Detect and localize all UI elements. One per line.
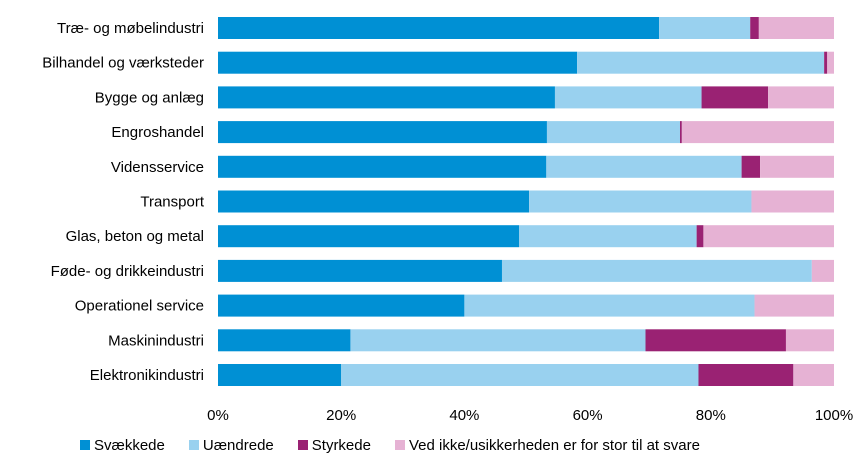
bar-segment-3-series-4 [768,86,834,109]
category-label: Engroshandel [111,124,204,141]
bar-segment-4-series-2 [546,121,680,144]
bar-segment-8-series-2 [501,259,812,282]
bar-segment-11-series-2 [341,364,699,386]
bar-segment-9-series-2 [464,294,755,317]
bar-segment-9-series-1 [218,294,465,317]
x-tick-label: 100% [815,407,853,424]
category-label: Bilhandel og værksteder [42,55,204,72]
bar-segment-7-series-1 [218,225,520,248]
bar-segment-3-series-2 [554,86,702,109]
category-label: Træ- og møbelindustri [57,20,204,37]
bar-segment-4-series-4 [681,121,834,144]
legend-swatch [394,440,405,450]
x-tick-label: 60% [573,407,603,424]
bar-segment-3-series-1 [218,86,555,109]
legend-swatch [188,440,199,450]
x-tick-label: 40% [449,407,479,424]
bar-segment-8-series-4 [811,259,834,282]
x-axis: 0% 20% 40% 60% 80% 100% [207,407,853,424]
bar-segment-5-series-2 [546,155,742,178]
legend-label: Svækkede [94,436,165,454]
x-tick-label: 20% [326,407,356,424]
legend-label: Uændrede [202,436,274,454]
bar-segment-2-series-4 [827,51,834,74]
legend-item: Svækkede [80,437,165,454]
bar-segment-4-series-1 [218,121,547,144]
bar-segment-2-series-1 [218,51,578,74]
category-label: Transport [140,194,204,211]
category-label: Føde- og drikkeindustri [51,263,204,280]
bar-segment-10-series-1 [218,329,351,352]
stacked-bar-chart: Træ- og møbelindustri Bilhandel og værkst… [42,17,853,424]
bar-segment-7-series-4 [703,225,834,248]
legend-label: Styrkede [311,436,371,454]
legend: Svækkede Uændrede Styrkede Ved ikke/usikker… [80,436,724,454]
bar-segment-11-series-4 [793,364,834,386]
bar-segment-4-series-3 [680,121,682,144]
legend-item: Styrkede [297,436,371,454]
category-labels: Træ- og møbelindustri Bilhandel og værkst… [42,20,205,384]
category-label: Elektronikindustri [90,367,204,384]
bar-segment-3-series-3 [701,86,769,109]
bar-segment-10-series-3 [645,329,786,352]
x-tick-label: 0% [207,407,229,424]
bar-segment-1-series-2 [659,17,751,39]
bar-segment-1-series-3 [750,17,759,39]
bars-group [218,17,834,386]
bar-segment-10-series-2 [350,329,646,352]
bar-segment-5-series-3 [741,155,761,178]
bar-segment-10-series-4 [785,329,834,352]
category-label: Operationel service [75,298,204,315]
bar-segment-11-series-3 [698,364,794,386]
bar-segment-6-series-1 [218,190,530,213]
bar-segment-9-series-4 [754,294,834,317]
x-tick-label: 80% [696,407,726,424]
category-label: Glas, beton og metal [66,228,204,245]
bar-segment-7-series-2 [519,225,697,248]
category-label: Vidensservice [111,159,204,176]
bar-segment-6-series-2 [529,190,752,213]
bar-segment-6-series-4 [751,190,834,213]
legend-swatch [297,440,308,450]
bar-segment-11-series-1 [218,364,342,386]
bar-segment-1-series-4 [758,17,834,39]
legend-label: Ved ikke/usikkerheden er for stor til at… [408,436,700,454]
category-label: Maskinindustri [108,332,204,349]
bar-segment-8-series-1 [218,259,502,282]
legend-swatch [80,440,90,450]
bar-segment-5-series-1 [218,155,547,178]
bar-segment-2-series-2 [577,51,825,74]
bar-segment-1-series-1 [218,17,660,39]
bar-segment-2-series-3 [824,51,828,74]
bar-segment-5-series-4 [760,155,834,178]
legend-item: Ved ikke/usikkerheden er for stor til at… [394,436,700,454]
bar-segment-7-series-3 [696,225,704,248]
category-label: Bygge og anlæg [95,89,204,106]
legend-item: Uændrede [188,436,274,454]
